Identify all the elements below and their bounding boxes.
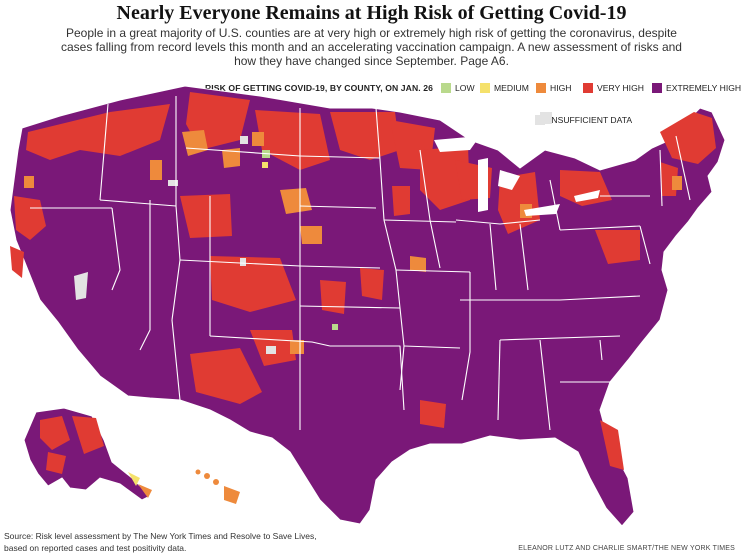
medium-risk-areas	[128, 162, 268, 486]
legend-label-very-high: VERY HIGH	[597, 83, 644, 93]
legend-label-medium: MEDIUM	[494, 83, 529, 93]
legend-swatch-low	[441, 83, 451, 93]
legend-label-extremely-high: EXTREMELY HIGH	[666, 83, 742, 93]
great-lakes	[434, 136, 600, 216]
legend-title: RISK OF GETTING COVID-19, BY COUNTY, ON …	[205, 83, 434, 93]
insufficient-data-areas	[74, 112, 552, 354]
legend-item-high: HIGH	[536, 83, 571, 93]
legend-label-high: HIGH	[550, 83, 572, 93]
map-subtitle: People in a great majority of U.S. count…	[61, 26, 682, 68]
map-title: Nearly Everyone Remains at High Risk of …	[116, 2, 627, 24]
legend-item-medium: MEDIUM	[480, 83, 529, 93]
legend-label-insufficient-data: INSUFFICIENT DATA	[549, 115, 633, 125]
legend-swatch-medium	[480, 83, 490, 93]
source-note: Source: Risk level assessment by The New…	[4, 531, 317, 553]
legend-item-very-high: VERY HIGH	[583, 83, 644, 93]
state-borders	[30, 96, 691, 431]
legend-item-extremely-high: EXTREMELY HIGH	[652, 83, 741, 93]
legend-swatch-very-high	[583, 83, 593, 93]
legend-item-low: LOW	[441, 83, 475, 93]
legend-swatch-high	[536, 83, 546, 93]
credit-line: ELEANOR LUTZ AND CHARLIE SMART/THE NEW Y…	[518, 545, 735, 552]
hawaii-shape	[195, 469, 240, 504]
legend-label-low: LOW	[455, 83, 475, 93]
very-high-risk-areas	[10, 92, 716, 474]
legend-swatch-extremely-high	[652, 83, 662, 93]
